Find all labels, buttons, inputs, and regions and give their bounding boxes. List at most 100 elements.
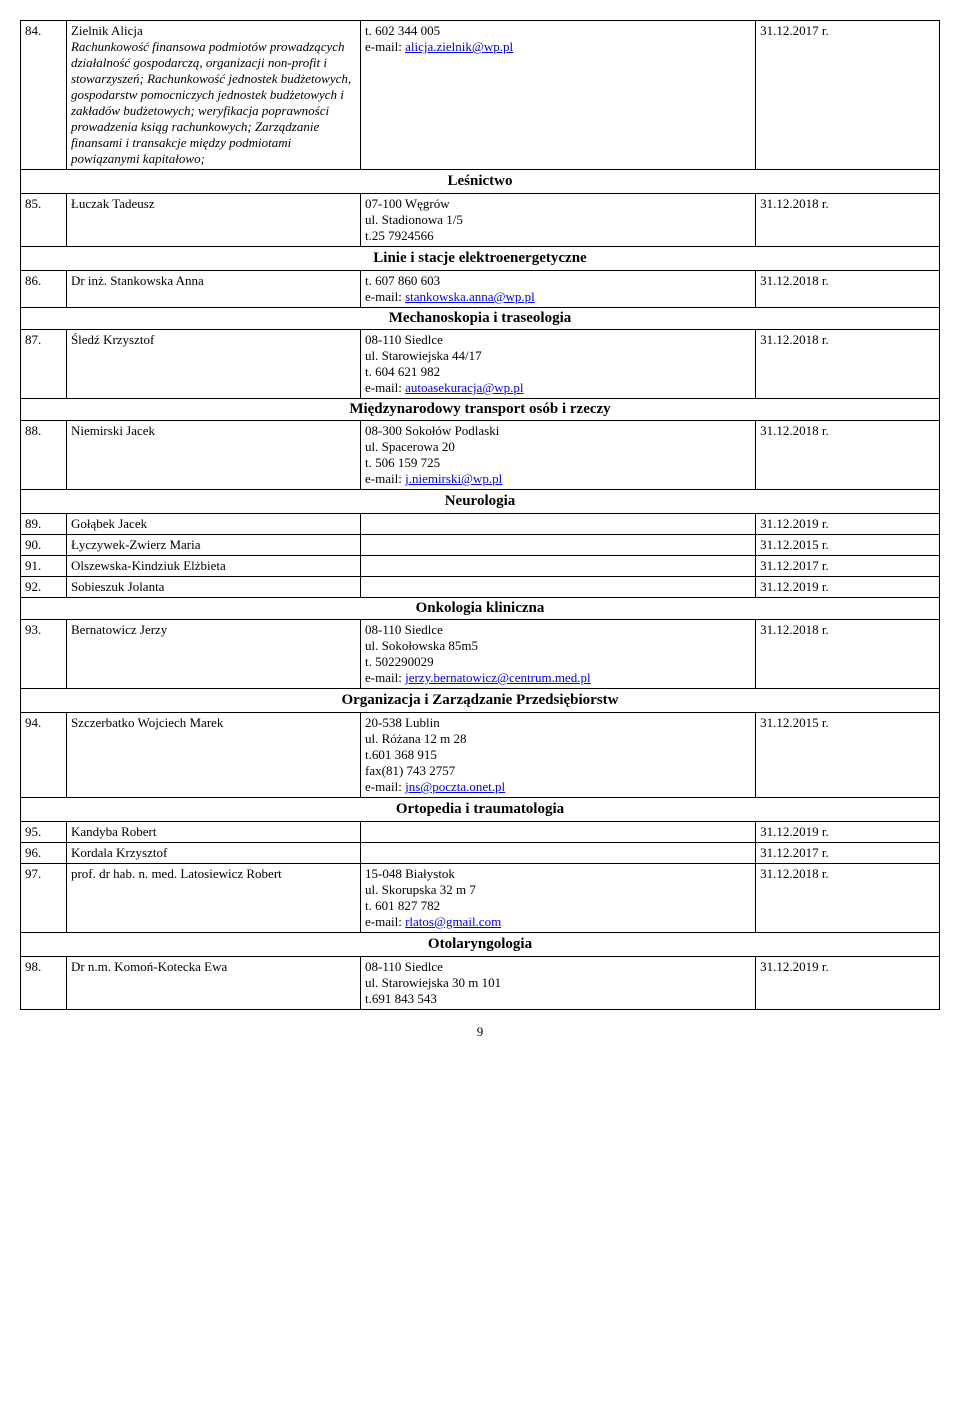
row-name: Łuczak Tadeusz bbox=[66, 194, 360, 247]
table-row: 94.Szczerbatko Wojciech Marek20-538 Lubl… bbox=[21, 713, 940, 798]
email-link[interactable]: j.niemirski@wp.pl bbox=[405, 471, 502, 486]
row-name: Bernatowicz Jerzy bbox=[66, 620, 360, 689]
row-number: 96. bbox=[21, 843, 67, 864]
row-name: Gołąbek Jacek bbox=[66, 514, 360, 535]
table-row: 95.Kandyba Robert 31.12.2019 r. bbox=[21, 822, 940, 843]
row-contact bbox=[361, 556, 756, 577]
row-contact: 08-110 Siedlceul. Starowiejska 44/17t. 6… bbox=[361, 330, 756, 399]
row-contact bbox=[361, 577, 756, 598]
row-number: 93. bbox=[21, 620, 67, 689]
email-link[interactable]: jns@poczta.onet.pl bbox=[405, 779, 505, 794]
section-header: Mechanoskopia i traseologia bbox=[21, 308, 940, 330]
row-number: 95. bbox=[21, 822, 67, 843]
section-header: Onkologia kliniczna bbox=[21, 598, 940, 620]
row-number: 88. bbox=[21, 421, 67, 490]
row-name: Niemirski Jacek bbox=[66, 421, 360, 490]
table-row: 85.Łuczak Tadeusz07-100 Węgrówul. Stadio… bbox=[21, 194, 940, 247]
email-link[interactable]: alicja.zielnik@wp.pl bbox=[405, 39, 513, 54]
row-name: Śledź Krzysztof bbox=[66, 330, 360, 399]
row-date: 31.12.2018 r. bbox=[756, 271, 940, 308]
row-number: 89. bbox=[21, 514, 67, 535]
section-header: Linie i stacje elektroenergetyczne bbox=[21, 247, 940, 271]
section-title: Międzynarodowy transport osób i rzeczy bbox=[21, 399, 940, 421]
row-date: 31.12.2019 r. bbox=[756, 822, 940, 843]
row-contact bbox=[361, 535, 756, 556]
table-row: 96.Kordala Krzysztof 31.12.2017 r. bbox=[21, 843, 940, 864]
section-title: Neurologia bbox=[21, 490, 940, 514]
table-row: 86.Dr inż. Stankowska Annat. 607 860 603… bbox=[21, 271, 940, 308]
row-date: 31.12.2018 r. bbox=[756, 194, 940, 247]
row-name: Sobieszuk Jolanta bbox=[66, 577, 360, 598]
table-row: 92.Sobieszuk Jolanta 31.12.2019 r. bbox=[21, 577, 940, 598]
row-date: 31.12.2015 r. bbox=[756, 535, 940, 556]
row-number: 85. bbox=[21, 194, 67, 247]
table-row: 98.Dr n.m. Komoń-Kotecka Ewa08-110 Siedl… bbox=[21, 957, 940, 1010]
row-name: Kandyba Robert bbox=[66, 822, 360, 843]
row-number: 84. bbox=[21, 21, 67, 170]
row-number: 92. bbox=[21, 577, 67, 598]
row-contact bbox=[361, 822, 756, 843]
section-title: Otolaryngologia bbox=[21, 933, 940, 957]
row-name: Dr inż. Stankowska Anna bbox=[66, 271, 360, 308]
row-name: Zielnik AlicjaRachunkowość finansowa pod… bbox=[66, 21, 360, 170]
table-row: 90.Łyczywek-Zwierz Maria 31.12.2015 r. bbox=[21, 535, 940, 556]
row-name: Szczerbatko Wojciech Marek bbox=[66, 713, 360, 798]
section-header: Międzynarodowy transport osób i rzeczy bbox=[21, 399, 940, 421]
row-number: 91. bbox=[21, 556, 67, 577]
section-title: Mechanoskopia i traseologia bbox=[21, 308, 940, 330]
section-title: Leśnictwo bbox=[21, 170, 940, 194]
row-contact: 20-538 Lublinul. Różana 12 m 28t.601 368… bbox=[361, 713, 756, 798]
row-contact: 07-100 Węgrówul. Stadionowa 1/5t.25 7924… bbox=[361, 194, 756, 247]
section-header: Leśnictwo bbox=[21, 170, 940, 194]
row-date: 31.12.2017 r. bbox=[756, 556, 940, 577]
row-name: Łyczywek-Zwierz Maria bbox=[66, 535, 360, 556]
row-number: 86. bbox=[21, 271, 67, 308]
row-name: prof. dr hab. n. med. Latosiewicz Robert bbox=[66, 864, 360, 933]
row-contact: 08-300 Sokołów Podlaskiul. Spacerowa 20t… bbox=[361, 421, 756, 490]
row-name: Olszewska-Kindziuk Elżbieta bbox=[66, 556, 360, 577]
row-contact: 15-048 Białystokul. Skorupska 32 m 7t. 6… bbox=[361, 864, 756, 933]
row-number: 87. bbox=[21, 330, 67, 399]
section-header: Organizacja i Zarządzanie Przedsiębiorst… bbox=[21, 689, 940, 713]
section-header: Ortopedia i traumatologia bbox=[21, 798, 940, 822]
email-link[interactable]: rlatos@gmail.com bbox=[405, 914, 501, 929]
section-header: Otolaryngologia bbox=[21, 933, 940, 957]
section-title: Organizacja i Zarządzanie Przedsiębiorst… bbox=[21, 689, 940, 713]
table-row: 84.Zielnik AlicjaRachunkowość finansowa … bbox=[21, 21, 940, 170]
row-date: 31.12.2019 r. bbox=[756, 577, 940, 598]
row-number: 90. bbox=[21, 535, 67, 556]
section-title: Linie i stacje elektroenergetyczne bbox=[21, 247, 940, 271]
section-title: Onkologia kliniczna bbox=[21, 598, 940, 620]
row-number: 98. bbox=[21, 957, 67, 1010]
row-date: 31.12.2018 r. bbox=[756, 620, 940, 689]
row-contact: 08-110 Siedlceul. Starowiejska 30 m 101t… bbox=[361, 957, 756, 1010]
row-date: 31.12.2017 r. bbox=[756, 843, 940, 864]
table-row: 89.Gołąbek Jacek 31.12.2019 r. bbox=[21, 514, 940, 535]
row-contact bbox=[361, 514, 756, 535]
row-date: 31.12.2015 r. bbox=[756, 713, 940, 798]
row-number: 97. bbox=[21, 864, 67, 933]
row-name: Dr n.m. Komoń-Kotecka Ewa bbox=[66, 957, 360, 1010]
row-date: 31.12.2019 r. bbox=[756, 957, 940, 1010]
row-contact: 08-110 Siedlceul. Sokołowska 85m5t. 5022… bbox=[361, 620, 756, 689]
email-link[interactable]: stankowska.anna@wp.pl bbox=[405, 289, 535, 304]
email-link[interactable]: jerzy.bernatowicz@centrum.med.pl bbox=[405, 670, 590, 685]
row-date: 31.12.2018 r. bbox=[756, 421, 940, 490]
row-date: 31.12.2018 r. bbox=[756, 864, 940, 933]
row-date: 31.12.2019 r. bbox=[756, 514, 940, 535]
row-contact: t. 607 860 603e-mail: stankowska.anna@wp… bbox=[361, 271, 756, 308]
table-row: 88.Niemirski Jacek08-300 Sokołów Podlask… bbox=[21, 421, 940, 490]
row-date: 31.12.2017 r. bbox=[756, 21, 940, 170]
row-name: Kordala Krzysztof bbox=[66, 843, 360, 864]
table-row: 97.prof. dr hab. n. med. Latosiewicz Rob… bbox=[21, 864, 940, 933]
email-link[interactable]: autoasekuracja@wp.pl bbox=[405, 380, 523, 395]
row-number: 94. bbox=[21, 713, 67, 798]
table-row: 93.Bernatowicz Jerzy08-110 Siedlceul. So… bbox=[21, 620, 940, 689]
expert-table: 84.Zielnik AlicjaRachunkowość finansowa … bbox=[20, 20, 940, 1010]
page-number: 9 bbox=[20, 1024, 940, 1040]
table-row: 91.Olszewska-Kindziuk Elżbieta 31.12.2017… bbox=[21, 556, 940, 577]
row-contact: t. 602 344 005e-mail: alicja.zielnik@wp.… bbox=[361, 21, 756, 170]
row-contact bbox=[361, 843, 756, 864]
section-title: Ortopedia i traumatologia bbox=[21, 798, 940, 822]
table-row: 87.Śledź Krzysztof08-110 Siedlceul. Star… bbox=[21, 330, 940, 399]
